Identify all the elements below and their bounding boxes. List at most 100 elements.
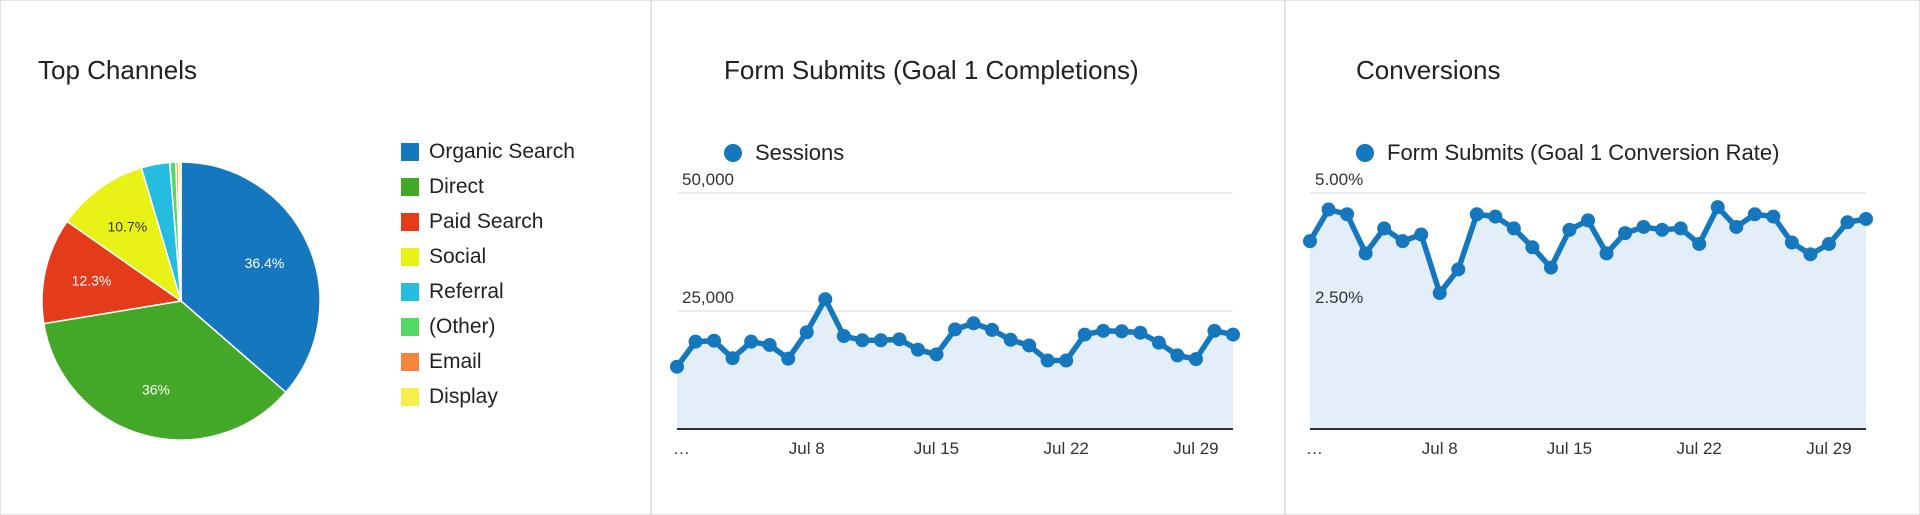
data-point[interactable] [1226, 327, 1240, 342]
data-point[interactable] [855, 333, 870, 348]
series-legend-conversion-rate[interactable]: Form Submits (Goal 1 Conversion Rate) [1356, 140, 1779, 166]
data-point[interactable] [762, 337, 777, 352]
legend-item-email[interactable]: Email [401, 344, 575, 379]
data-point[interactable] [836, 329, 851, 344]
series-area-fill [1310, 207, 1866, 429]
data-point[interactable] [910, 342, 925, 357]
series-legend-sessions[interactable]: Sessions [724, 140, 844, 166]
data-point[interactable] [1821, 236, 1836, 251]
data-point[interactable] [1710, 200, 1725, 215]
x-tick-label: Jul 15 [914, 439, 959, 458]
legend-swatch [401, 282, 419, 301]
data-point[interactable] [1188, 352, 1203, 367]
pie-slice-organic-search[interactable] [180, 161, 321, 394]
data-point[interactable] [1506, 221, 1521, 236]
pie-slice-label: 36% [142, 381, 170, 397]
data-point[interactable] [1766, 209, 1781, 224]
data-point[interactable] [1673, 221, 1688, 236]
data-point[interactable] [1303, 234, 1317, 249]
data-point[interactable] [1432, 286, 1447, 301]
legend-swatch [401, 247, 419, 266]
data-point[interactable] [1655, 222, 1670, 237]
data-point[interactable] [1114, 324, 1129, 339]
data-point[interactable] [1784, 235, 1799, 250]
data-point[interactable] [985, 322, 1000, 337]
data-point[interactable] [1321, 202, 1336, 217]
data-point[interactable] [1096, 323, 1111, 338]
data-point[interactable] [1803, 247, 1818, 262]
data-point[interactable] [1133, 325, 1148, 340]
x-tick-label: Jul 29 [1173, 439, 1218, 458]
legend-item-direct[interactable]: Direct [401, 169, 575, 204]
data-point[interactable] [1170, 348, 1185, 363]
data-point[interactable] [688, 334, 703, 349]
y-tick-label: 50,000 [682, 170, 734, 189]
pie-slice-direct[interactable] [42, 300, 287, 441]
data-point[interactable] [1340, 207, 1355, 222]
data-point[interactable] [1040, 353, 1055, 368]
data-point[interactable] [707, 333, 722, 348]
x-tick-label: Jul 8 [789, 439, 825, 458]
series-label: Form Submits (Goal 1 Conversion Rate) [1387, 140, 1780, 165]
data-point[interactable] [1059, 353, 1074, 368]
data-point[interactable] [725, 351, 740, 366]
data-point[interactable] [1469, 207, 1484, 222]
pie-slice-label: 12.3% [72, 273, 112, 289]
data-point[interactable] [1729, 219, 1744, 234]
data-point[interactable] [1543, 260, 1558, 275]
data-point[interactable] [1840, 215, 1855, 230]
legend-item-social[interactable]: Social [401, 239, 575, 274]
data-point[interactable] [670, 359, 684, 374]
data-point[interactable] [1599, 246, 1614, 261]
pie-slice-label: 10.7% [107, 219, 147, 235]
data-point[interactable] [1358, 246, 1373, 261]
legend-label: Referral [429, 279, 504, 303]
data-point[interactable] [1581, 213, 1595, 228]
data-point[interactable] [1488, 209, 1503, 224]
conversions-panel: Conversions Form Submits (Goal 1 Convers… [1286, 1, 1919, 514]
data-point[interactable] [744, 334, 759, 349]
series-area-fill [677, 299, 1233, 429]
data-point[interactable] [1151, 335, 1166, 350]
data-point[interactable] [1414, 227, 1429, 242]
legend-item-referral[interactable]: Referral [401, 274, 575, 309]
data-point[interactable] [892, 332, 907, 347]
data-point[interactable] [1451, 262, 1466, 277]
data-point[interactable] [1395, 234, 1410, 249]
pie-slice-social[interactable] [65, 166, 183, 303]
legend-item-organic-search[interactable]: Organic Search [401, 134, 575, 169]
data-point[interactable] [1022, 338, 1037, 353]
y-tick-label: 2.50% [1315, 288, 1363, 307]
data-point[interactable] [818, 292, 833, 307]
data-point[interactable] [1207, 323, 1222, 338]
data-point[interactable] [1377, 221, 1392, 236]
legend-item-other[interactable]: (Other) [401, 309, 575, 344]
data-point[interactable] [1618, 226, 1633, 241]
conversion-rate-area-chart[interactable]: 5.00% 2.50% … Jul 8 Jul 15 Jul 22 Jul 29 [1286, 1, 1919, 514]
top-channels-pie-chart[interactable]: 36.4% 36% 12.3% 10.7% [31, 151, 331, 451]
series-dot [1356, 144, 1374, 162]
data-point[interactable] [948, 322, 962, 337]
data-point[interactable] [1525, 240, 1540, 255]
data-point[interactable] [929, 347, 944, 362]
data-point[interactable] [1859, 211, 1873, 226]
pie-slice-display[interactable] [177, 161, 182, 302]
data-point[interactable] [1747, 207, 1762, 222]
data-point[interactable] [1636, 219, 1651, 234]
data-point[interactable] [966, 316, 981, 331]
data-point[interactable] [1692, 236, 1707, 251]
data-point[interactable] [1003, 332, 1018, 347]
legend-item-paid-search[interactable]: Paid Search [401, 204, 575, 239]
data-point[interactable] [1562, 222, 1577, 237]
data-point[interactable] [781, 351, 796, 366]
legend-item-display[interactable]: Display [401, 379, 575, 414]
legend-swatch [401, 352, 419, 371]
pie-slice-paid-search[interactable] [41, 220, 183, 325]
form-submits-panel: Form Submits (Goal 1 Completions) Sessio… [652, 1, 1286, 514]
data-point[interactable] [873, 333, 888, 348]
data-point[interactable] [799, 325, 814, 340]
top-channels-panel: Top Channels 36.4% 36% 12.3% 10.7% Organic … [1, 1, 652, 514]
sessions-area-chart[interactable]: 50,000 25,000 … Jul 8 Jul 15 Jul 22 Jul 29 [652, 1, 1286, 514]
data-point[interactable] [1077, 327, 1092, 342]
